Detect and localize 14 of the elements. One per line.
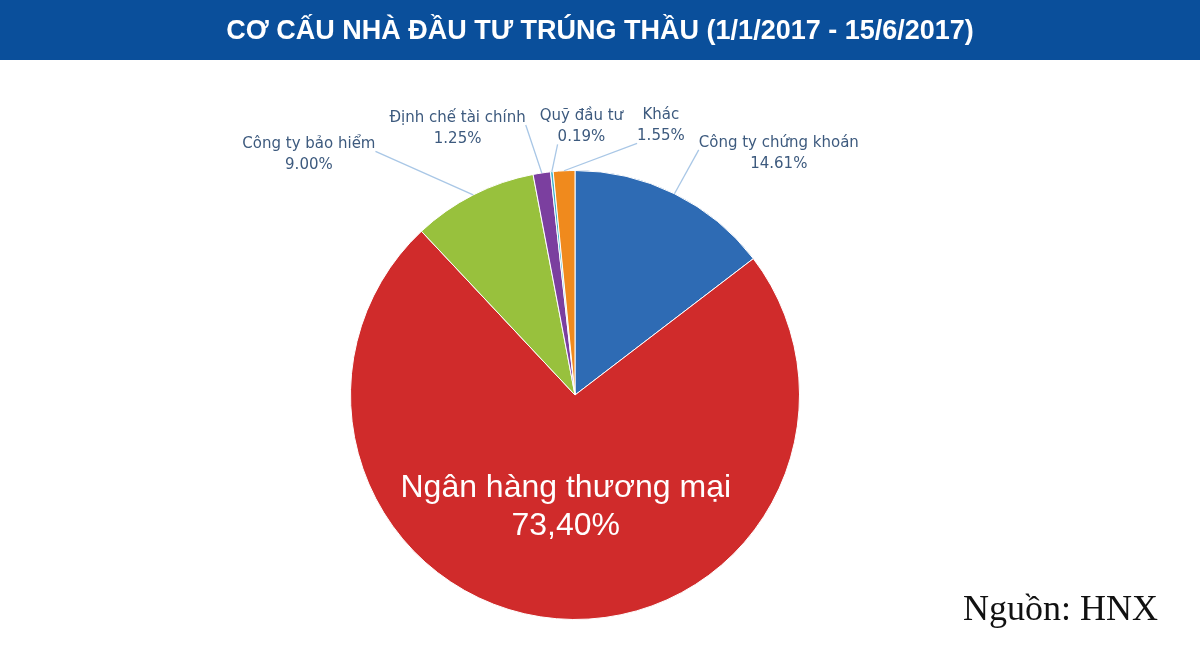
slice-label: Quỹ đầu tư xyxy=(539,106,625,125)
data-label: 0.19% xyxy=(557,127,606,146)
slice-label: Ngân hàng thương mại xyxy=(400,467,732,504)
chart-title: CƠ CẤU NHÀ ĐẦU TƯ TRÚNG THẦU (1/1/2017 - 15/6/2017) xyxy=(0,0,1200,60)
slice-label: Khác xyxy=(642,105,680,124)
text: Nguồn: HNX xyxy=(963,587,1158,629)
data-label: 1.25% xyxy=(433,128,482,147)
slice-label: Định chế tài chính xyxy=(389,107,526,126)
slice-label: Công ty bảo hiểm xyxy=(242,134,376,153)
data-label: 73,40% xyxy=(511,505,621,542)
data-label: 9.00% xyxy=(285,155,333,174)
slice-label: Công ty chứng khoán xyxy=(698,132,859,151)
data-label: 14.61% xyxy=(750,153,808,172)
data-label: 1.55% xyxy=(637,126,685,145)
